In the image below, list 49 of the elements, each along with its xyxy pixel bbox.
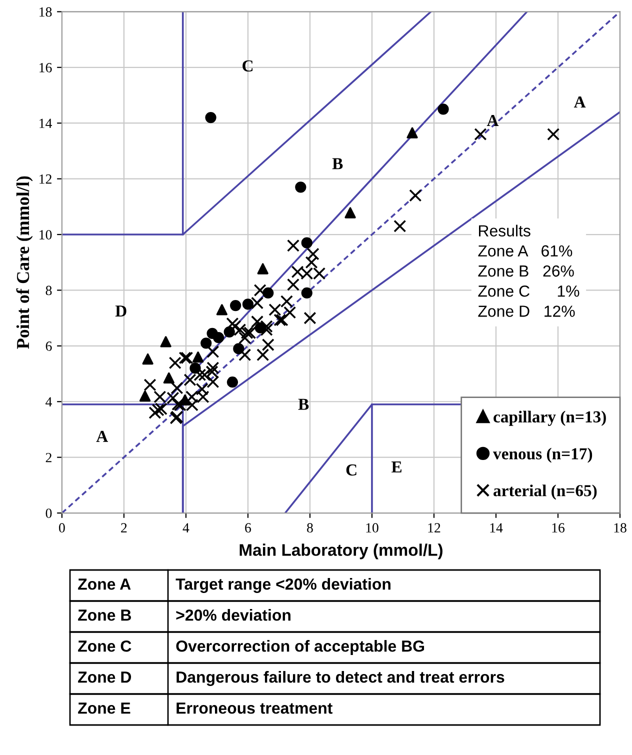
x-tick-label: 10 [366,523,378,533]
text: Zone E [78,702,130,714]
text: >20% deviation [176,609,290,621]
annotation: B [298,398,309,410]
y-tick-label: 8 [46,286,52,296]
legend-label: capillary (n=13) [494,410,606,426]
text: Zone D [78,672,132,683]
y-tick-label: 0 [46,508,52,518]
x-tick-label: 4 [182,523,190,532]
x-tick-label: 12 [428,523,440,532]
annotation: E [391,462,402,472]
x-axis-title: Main Laboratory (mmol/L) [240,544,442,560]
y-tick-label: 6 [46,342,52,351]
annotation: Zone D 12% [478,306,575,317]
x-tick-label: 6 [245,523,252,533]
y-tick-label: 16 [40,63,52,72]
x-tick-label: 2 [121,523,127,532]
y-tick-label: 12 [40,174,52,184]
annotation: Zone A 61% [478,245,572,257]
annotation: Zone C 1% [478,285,580,297]
x-tick-label: 16 [552,523,565,533]
annotation: A [574,96,586,108]
annotation: Zone B 26% [478,265,574,277]
legend-label: arterial (n=65) [494,484,597,500]
annotation: C [242,60,253,72]
text: Zone A [78,578,131,590]
text: Target range <20% deviation [176,578,390,593]
annotation: D [115,306,126,317]
x-tick-label: 8 [307,523,313,533]
annotation: B [332,158,343,170]
annotation: A [486,115,499,126]
x-tick-label: 14 [490,523,503,532]
y-tick-label: 18 [40,7,52,17]
y-tick-label: 4 [46,397,52,406]
legend-label: venous (n=17) [493,448,592,463]
text: Overcorrection of acceptable BG [176,640,424,655]
x-tick-label: 18 [614,523,626,533]
y-axis-title: Point of Care (mmol/l) [16,176,33,349]
text: Zone C [78,640,132,652]
annotation: Results [479,224,530,236]
text: Erroneous treatment [176,702,332,714]
annotation: A [96,430,108,442]
y-tick-label: 2 [46,452,52,462]
text: Zone B [78,610,131,621]
annotation: C [346,464,356,476]
y-tick-label: 10 [40,230,52,240]
y-tick-label: 14 [40,118,52,128]
text: Dangerous failure to detect and treat errors [176,671,504,686]
x-tick-label: 0 [58,523,65,533]
